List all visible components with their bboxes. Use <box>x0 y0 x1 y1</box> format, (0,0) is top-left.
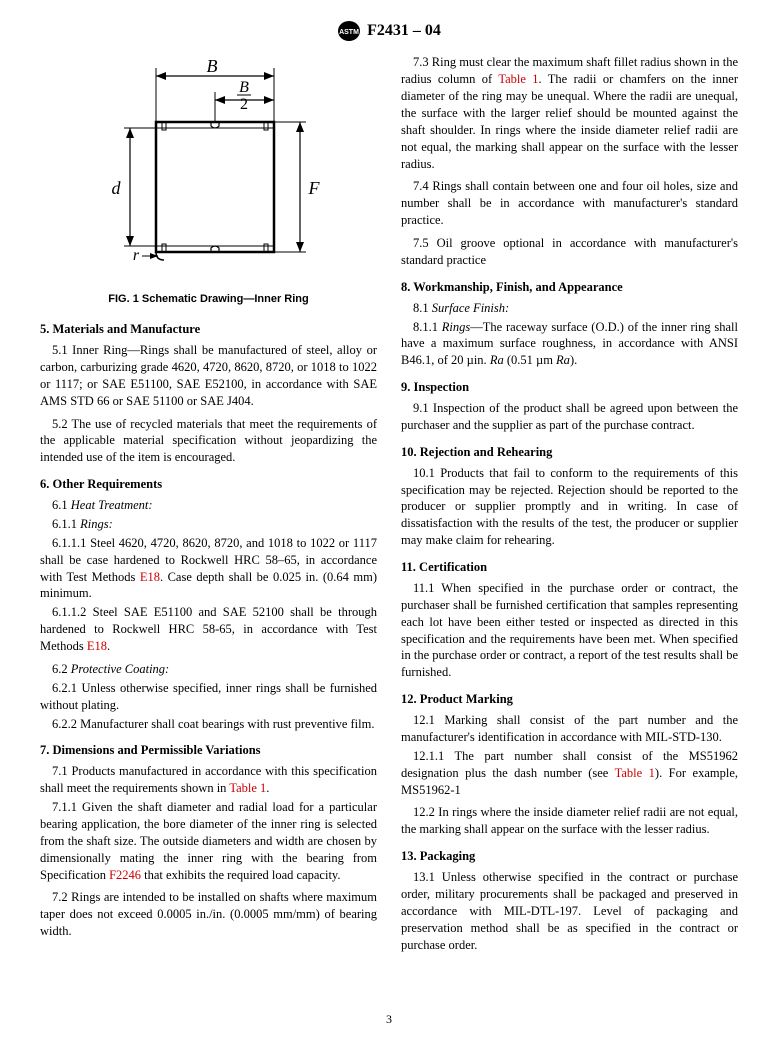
para-13-1: 13.1 Unless otherwise specified in the c… <box>401 869 738 953</box>
para-12-1: 12.1 Marking shall consist of the part n… <box>401 712 738 746</box>
link-table1-3[interactable]: Table 1 <box>615 766 655 780</box>
link-e18-1[interactable]: E18 <box>140 570 160 584</box>
fig-label-d: d <box>111 178 121 198</box>
para-7-5: 7.5 Oil groove optional in accordance wi… <box>401 235 738 269</box>
para-9-1: 9.1 Inspection of the product shall be a… <box>401 400 738 434</box>
link-e18-2[interactable]: E18 <box>87 639 107 653</box>
para-6-2-2: 6.2.2 Manufacturer shall coat bearings w… <box>40 716 377 733</box>
section-12-title: 12. Product Marking <box>401 691 738 708</box>
fig-label-f: F <box>307 178 320 198</box>
page-header: ASTM F2431 – 04 <box>40 20 738 42</box>
fig-label-b2-bot: 2 <box>240 96 248 113</box>
link-table1-2[interactable]: Table 1 <box>498 72 538 86</box>
content-columns: B B 2 d F r FI <box>40 54 738 959</box>
figure-caption: FIG. 1 Schematic Drawing—Inner Ring <box>40 292 377 307</box>
para-10-1: 10.1 Products that fail to conform to th… <box>401 465 738 549</box>
section-10-title: 10. Rejection and Rehearing <box>401 444 738 461</box>
para-5-1: 5.1 Inner Ring—Rings shall be manufactur… <box>40 342 377 410</box>
section-7-title: 7. Dimensions and Permissible Variations <box>40 742 377 759</box>
para-5-2: 5.2 The use of recycled materials that m… <box>40 416 377 467</box>
para-8-1: 8.1 Surface Finish: <box>401 300 738 317</box>
figure-1-diagram: B B 2 d F r <box>94 54 324 284</box>
para-8-1-1: 8.1.1 Rings—The raceway surface (O.D.) o… <box>401 319 738 370</box>
svg-text:ASTM: ASTM <box>339 29 359 36</box>
section-9-title: 9. Inspection <box>401 379 738 396</box>
para-7-1: 7.1 Products manufactured in accordance … <box>40 763 377 797</box>
right-column: 7.3 Ring must clear the maximum shaft fi… <box>401 54 738 959</box>
para-6-1-1-1: 6.1.1.1 Steel 4620, 4720, 8620, 8720, an… <box>40 535 377 603</box>
para-6-2-1: 6.2.1 Unless otherwise specified, inner … <box>40 680 377 714</box>
link-table1-1[interactable]: Table 1 <box>229 781 266 795</box>
page-number: 3 <box>0 1011 778 1027</box>
left-column: B B 2 d F r FI <box>40 54 377 959</box>
para-6-1-1: 6.1.1 Rings: <box>40 516 377 533</box>
para-6-1: 6.1 Heat Treatment: <box>40 497 377 514</box>
para-7-1-1: 7.1.1 Given the shaft diameter and radia… <box>40 799 377 883</box>
section-5-title: 5. Materials and Manufacture <box>40 321 377 338</box>
para-7-4: 7.4 Rings shall contain between one and … <box>401 178 738 229</box>
para-11-1: 11.1 When specified in the purchase orde… <box>401 580 738 681</box>
fig-label-r: r <box>132 247 139 264</box>
para-7-3: 7.3 Ring must clear the maximum shaft fi… <box>401 54 738 172</box>
section-6-title: 6. Other Requirements <box>40 476 377 493</box>
section-13-title: 13. Packaging <box>401 848 738 865</box>
para-7-2: 7.2 Rings are intended to be installed o… <box>40 889 377 940</box>
para-12-2: 12.2 In rings where the inside diameter … <box>401 804 738 838</box>
section-8-title: 8. Workmanship, Finish, and Appearance <box>401 279 738 296</box>
para-12-1-1: 12.1.1 The part number shall consist of … <box>401 748 738 799</box>
fig-label-b: B <box>206 56 217 76</box>
fig-label-b2-top: B <box>239 79 249 96</box>
para-6-1-1-2: 6.1.1.2 Steel SAE E51100 and SAE 52100 s… <box>40 604 377 655</box>
designation-text: F2431 – 04 <box>367 22 441 39</box>
para-6-2: 6.2 Protective Coating: <box>40 661 377 678</box>
link-f2246[interactable]: F2246 <box>109 868 141 882</box>
section-11-title: 11. Certification <box>401 559 738 576</box>
astm-logo-icon: ASTM <box>337 20 361 42</box>
